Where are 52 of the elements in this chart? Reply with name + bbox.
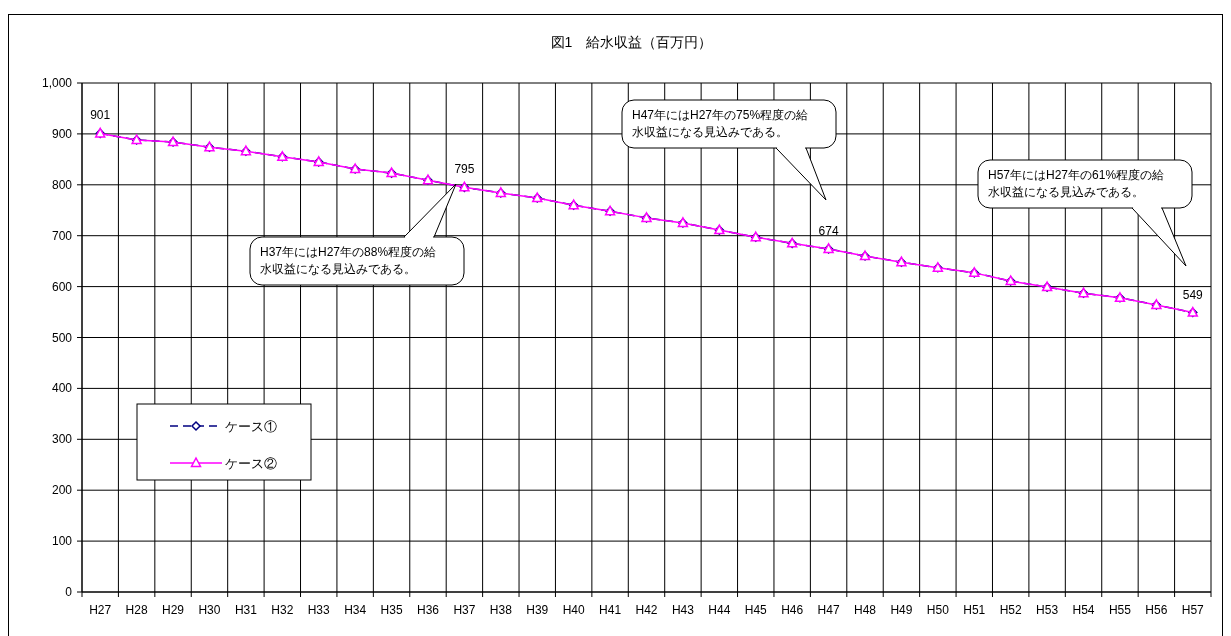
x-tick-label: H30 xyxy=(198,603,221,617)
x-tick-label: H32 xyxy=(271,603,294,617)
x-tick-label: H42 xyxy=(635,603,658,617)
annotation: H57年にはH27年の61%程度の給水収益になる見込みである。 xyxy=(988,168,1165,199)
y-tick-label: 500 xyxy=(51,330,73,345)
legend-label: ケース② xyxy=(225,456,277,471)
x-tick-label: H37 xyxy=(453,603,476,617)
x-tick-label: H29 xyxy=(162,603,185,617)
y-tick-label: 100 xyxy=(51,534,73,549)
x-tick-label: H40 xyxy=(562,603,585,617)
y-tick-label: 800 xyxy=(51,177,73,192)
legend-label: ケース① xyxy=(225,419,277,434)
x-tick-label: H35 xyxy=(380,603,403,617)
data-label: 795 xyxy=(454,162,475,177)
data-label: 549 xyxy=(1182,287,1204,302)
title: 図1 給水収益（百万円） xyxy=(550,34,713,50)
x-tick-label: H54 xyxy=(1072,603,1095,617)
y-tick-label: 600 xyxy=(51,279,73,294)
x-tick-label: H56 xyxy=(1145,603,1168,617)
x-tick-label: H33 xyxy=(307,603,331,617)
x-tick-label: H39 xyxy=(526,603,549,617)
annotation: H37年にはH27年の88%程度の給水収益になる見込みである。 xyxy=(260,245,437,276)
y-tick-label: 900 xyxy=(51,126,73,141)
x-tick-label: H43 xyxy=(671,603,695,617)
x-tick-label: H53 xyxy=(1036,603,1059,617)
x-tick-label: H44 xyxy=(708,603,731,617)
x-tick-label: H41 xyxy=(599,603,622,617)
x-tick-label: H49 xyxy=(890,603,913,617)
x-tick-label: H51 xyxy=(963,603,986,617)
x-tick-label: H36 xyxy=(416,603,440,617)
x-tick-label: H52 xyxy=(999,603,1023,617)
x-tick-label: H34 xyxy=(344,603,367,617)
x-tick-label: H28 xyxy=(125,603,148,617)
x-tick-label: H48 xyxy=(854,603,877,617)
y-tick-label: 400 xyxy=(51,381,73,396)
x-tick-label: H31 xyxy=(234,603,258,617)
y-tick-label: 200 xyxy=(51,483,73,498)
x-tick-label: H45 xyxy=(744,603,768,617)
x-tick-label: H55 xyxy=(1108,603,1132,617)
x-tick-label: H38 xyxy=(489,603,513,617)
y-tick-label: 0 xyxy=(65,585,73,599)
y-tick-label: 1,000 xyxy=(41,76,73,90)
data-label: 674 xyxy=(818,223,839,238)
data-label: 901 xyxy=(90,108,111,123)
x-tick-label: H27 xyxy=(89,603,112,617)
x-tick-label: H57 xyxy=(1181,603,1205,617)
x-tick-label: H50 xyxy=(926,603,950,617)
annotation: H47年にはH27年の75%程度の給水収益になる見込みである。 xyxy=(632,108,809,139)
y-tick-label: 700 xyxy=(51,228,73,243)
x-tick-label: H46 xyxy=(781,603,804,617)
y-tick-label: 300 xyxy=(51,432,73,447)
x-tick-label: H47 xyxy=(817,603,840,617)
